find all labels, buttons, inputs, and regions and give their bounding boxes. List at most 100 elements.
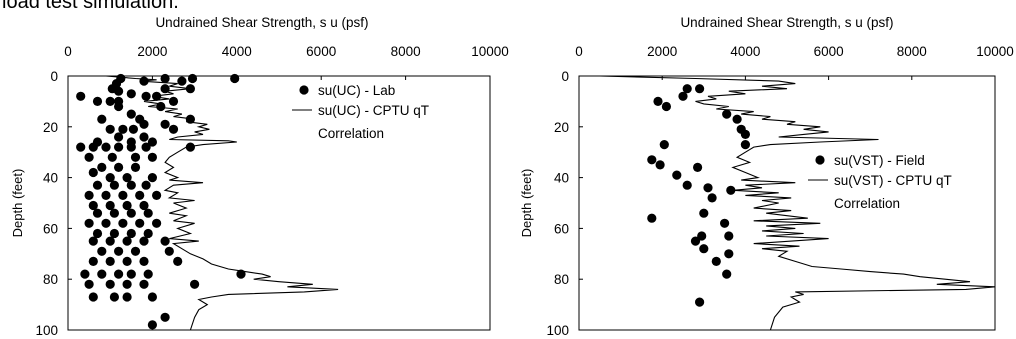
data-point bbox=[101, 218, 111, 228]
data-point bbox=[187, 73, 198, 84]
data-point bbox=[152, 218, 162, 228]
data-point bbox=[659, 140, 669, 150]
data-point bbox=[139, 119, 149, 129]
series-line bbox=[105, 75, 339, 331]
data-point bbox=[126, 269, 136, 279]
data-point bbox=[141, 142, 151, 152]
data-point bbox=[139, 236, 149, 246]
x-tick-label: 8000 bbox=[391, 44, 421, 59]
x-tick-label: 4000 bbox=[222, 44, 252, 59]
data-point bbox=[84, 218, 94, 228]
data-point bbox=[141, 180, 151, 190]
data-point bbox=[126, 142, 136, 152]
data-point bbox=[655, 160, 665, 170]
data-point bbox=[173, 256, 183, 266]
data-point bbox=[143, 208, 153, 218]
y-tick-label: 20 bbox=[43, 120, 58, 135]
y-axis-label: Depth (feet) bbox=[10, 169, 25, 238]
data-point bbox=[92, 180, 103, 190]
data-point bbox=[126, 89, 136, 99]
data-point bbox=[168, 124, 179, 134]
data-point bbox=[122, 173, 132, 183]
data-point bbox=[147, 320, 157, 330]
data-point bbox=[118, 124, 128, 134]
data-point bbox=[722, 269, 732, 279]
data-point bbox=[653, 96, 663, 106]
data-point bbox=[690, 236, 701, 246]
data-point bbox=[160, 236, 170, 246]
data-point bbox=[88, 236, 98, 246]
data-point bbox=[147, 152, 157, 162]
legend-label: su(UC) - Lab bbox=[318, 83, 395, 98]
legend-label: su(UC) - CPTU qT bbox=[318, 103, 429, 118]
legend-marker bbox=[815, 155, 825, 165]
data-point bbox=[97, 246, 107, 256]
y-tick-label: 0 bbox=[561, 69, 569, 84]
data-point bbox=[135, 190, 145, 200]
data-point bbox=[164, 246, 174, 256]
caption-text: load test simulation. bbox=[2, 0, 179, 13]
legend-label: su(VST) - Field bbox=[834, 153, 925, 168]
data-point bbox=[105, 279, 115, 289]
data-point bbox=[101, 190, 111, 200]
y-tick-label: 20 bbox=[554, 120, 569, 135]
data-point bbox=[147, 173, 157, 183]
x-tick-label: 0 bbox=[575, 44, 583, 59]
y-tick-label: 40 bbox=[43, 171, 58, 186]
data-point bbox=[88, 292, 98, 302]
data-point bbox=[105, 236, 115, 246]
data-point bbox=[118, 190, 128, 200]
data-point bbox=[678, 91, 688, 101]
data-point bbox=[105, 124, 115, 134]
data-point bbox=[76, 142, 86, 152]
data-point bbox=[126, 109, 136, 119]
plot-frame bbox=[67, 75, 491, 331]
data-point bbox=[80, 269, 90, 279]
data-point bbox=[732, 114, 742, 124]
data-point bbox=[740, 129, 751, 139]
y-tick-label: 60 bbox=[554, 221, 569, 236]
data-point bbox=[160, 73, 170, 84]
data-point bbox=[143, 228, 153, 239]
data-point bbox=[726, 185, 736, 195]
data-point bbox=[661, 101, 672, 112]
y-tick-label: 0 bbox=[50, 69, 58, 84]
data-point bbox=[122, 292, 132, 302]
data-point bbox=[699, 208, 709, 218]
data-point bbox=[682, 180, 692, 190]
chart-title: Undrained Shear Strength, s u (psf) bbox=[680, 15, 893, 30]
data-point bbox=[105, 173, 115, 183]
data-point bbox=[695, 84, 705, 94]
data-point bbox=[722, 109, 732, 119]
data-point bbox=[152, 190, 162, 200]
series-line bbox=[599, 75, 996, 331]
data-point bbox=[105, 256, 115, 266]
data-point bbox=[190, 279, 200, 289]
data-point bbox=[693, 162, 703, 172]
data-point bbox=[177, 76, 187, 86]
data-point bbox=[114, 142, 124, 152]
data-point bbox=[109, 208, 119, 218]
y-tick-label: 80 bbox=[554, 272, 569, 287]
data-point bbox=[740, 140, 751, 150]
data-point bbox=[647, 155, 657, 165]
data-point bbox=[76, 91, 86, 101]
data-point bbox=[703, 183, 713, 193]
data-point bbox=[724, 231, 734, 241]
data-point bbox=[126, 228, 136, 239]
legend-label-continued: Correlation bbox=[318, 126, 384, 141]
x-tick-label: 6000 bbox=[814, 44, 844, 59]
chart-title: Undrained Shear Strength, s u (psf) bbox=[155, 15, 368, 30]
data-point bbox=[724, 249, 734, 259]
x-tick-label: 10000 bbox=[471, 44, 509, 59]
legend: su(UC) - Lab su(UC) - CPTU qT Correlation bbox=[292, 83, 429, 141]
x-tick-label: 2000 bbox=[137, 44, 167, 59]
data-point bbox=[130, 246, 141, 256]
data-point bbox=[84, 279, 94, 289]
y-tick-label: 40 bbox=[554, 171, 569, 186]
y-tick-label: 60 bbox=[43, 221, 58, 236]
data-point bbox=[92, 96, 103, 106]
y-tick-label: 80 bbox=[43, 272, 58, 287]
data-point bbox=[141, 91, 151, 101]
data-point bbox=[147, 292, 157, 302]
